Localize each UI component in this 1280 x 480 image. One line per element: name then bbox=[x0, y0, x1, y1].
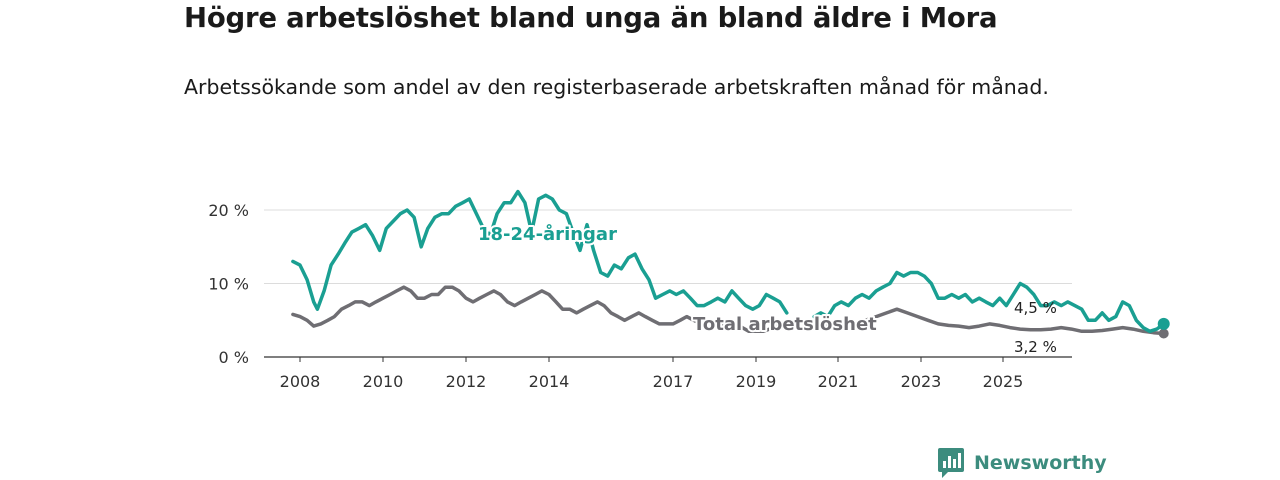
x-tick-label: 2014 bbox=[529, 372, 570, 391]
chart-title: Högre arbetslöshet bland unga än bland ä… bbox=[184, 2, 998, 34]
y-tick-label: 20 % bbox=[208, 201, 249, 220]
x-tick-label: 2010 bbox=[363, 372, 404, 391]
series-line-total bbox=[291, 285, 1166, 336]
newsworthy-chart-icon bbox=[938, 448, 964, 478]
newsworthy-logo[interactable]: Newsworthy bbox=[938, 448, 1107, 478]
series-label-total: Total arbetslöshet bbox=[693, 314, 877, 335]
x-tick-label: 2023 bbox=[901, 372, 942, 391]
series-end-value-youth: 4,5 % bbox=[1014, 299, 1057, 317]
x-tick-label: 2019 bbox=[736, 372, 777, 391]
series-lines bbox=[291, 189, 1170, 339]
series-end-dot-total bbox=[1158, 328, 1169, 339]
series-labels: Total arbetslöshet 3,2 % 18-24-åringar 4,5 … bbox=[476, 221, 1057, 356]
x-tick-label: 2017 bbox=[653, 372, 694, 391]
series-line-youth bbox=[291, 189, 1166, 334]
chart-subtitle: Arbetssökande som andel av den registerb… bbox=[184, 75, 1049, 99]
brand-name: Newsworthy bbox=[974, 452, 1107, 474]
y-tick-label: 10 % bbox=[208, 275, 249, 294]
x-tick-label: 2021 bbox=[818, 372, 859, 391]
x-tick-label: 2012 bbox=[446, 372, 487, 391]
series-end-value-total: 3,2 % bbox=[1014, 338, 1057, 356]
x-tick-label: 2008 bbox=[280, 372, 321, 391]
x-tick-label: 2025 bbox=[983, 372, 1024, 391]
axes: 0 % 10 % 20 % 2008 2010 2012 2014 2017 2019 2021 2… bbox=[208, 201, 1072, 391]
series-end-dot-youth bbox=[1157, 317, 1170, 330]
grid-lines bbox=[264, 209, 1072, 284]
series-label-youth: 18-24-åringar bbox=[478, 223, 617, 245]
y-tick-label: 0 % bbox=[219, 348, 249, 367]
